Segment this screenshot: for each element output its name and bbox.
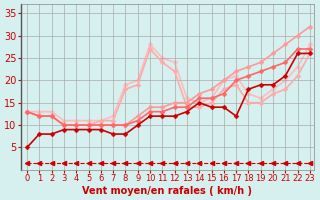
X-axis label: Vent moyen/en rafales ( km/h ): Vent moyen/en rafales ( km/h ) — [82, 186, 252, 196]
